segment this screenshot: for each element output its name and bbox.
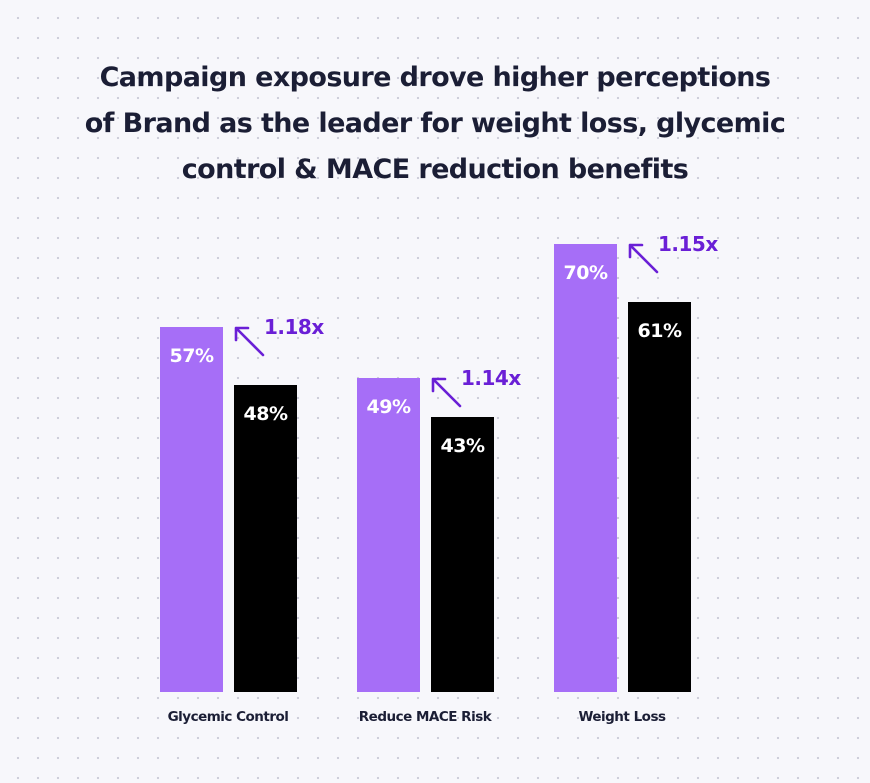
lift-label: 1.18x [264,315,324,340]
bar-value-label: 48% [243,402,288,425]
bar-exposed [554,244,617,692]
arrow-up-left-icon [625,240,665,280]
title-line: of Brand as the leader for weight loss, … [84,108,786,139]
category-label: Weight Loss [578,709,666,725]
bar-value-label: 57% [169,345,214,368]
bar-exposed [160,327,223,692]
title-line: Campaign exposure drove higher perceptio… [99,62,771,93]
bar-exposed [357,378,420,692]
lift-label: 1.14x [461,366,521,391]
bar-control [234,384,297,692]
bar-value-label: 49% [366,396,411,419]
bar-value-label: 43% [440,434,485,457]
bar-value-label: 70% [563,262,608,284]
category-label: Glycemic Control [167,709,289,725]
bar-value-label: 61% [637,319,682,342]
lift-label: 1.15x [658,232,718,256]
chart-title: Campaign exposure drove higher perceptio… [0,55,870,193]
title-line: control & MACE reduction benefits [181,154,689,185]
bar-control [628,301,691,692]
arrow-up-left-icon [231,323,271,363]
category-label: Reduce MACE Risk [358,709,492,725]
bar-control [431,416,494,692]
arrow-up-left-icon [428,374,468,414]
